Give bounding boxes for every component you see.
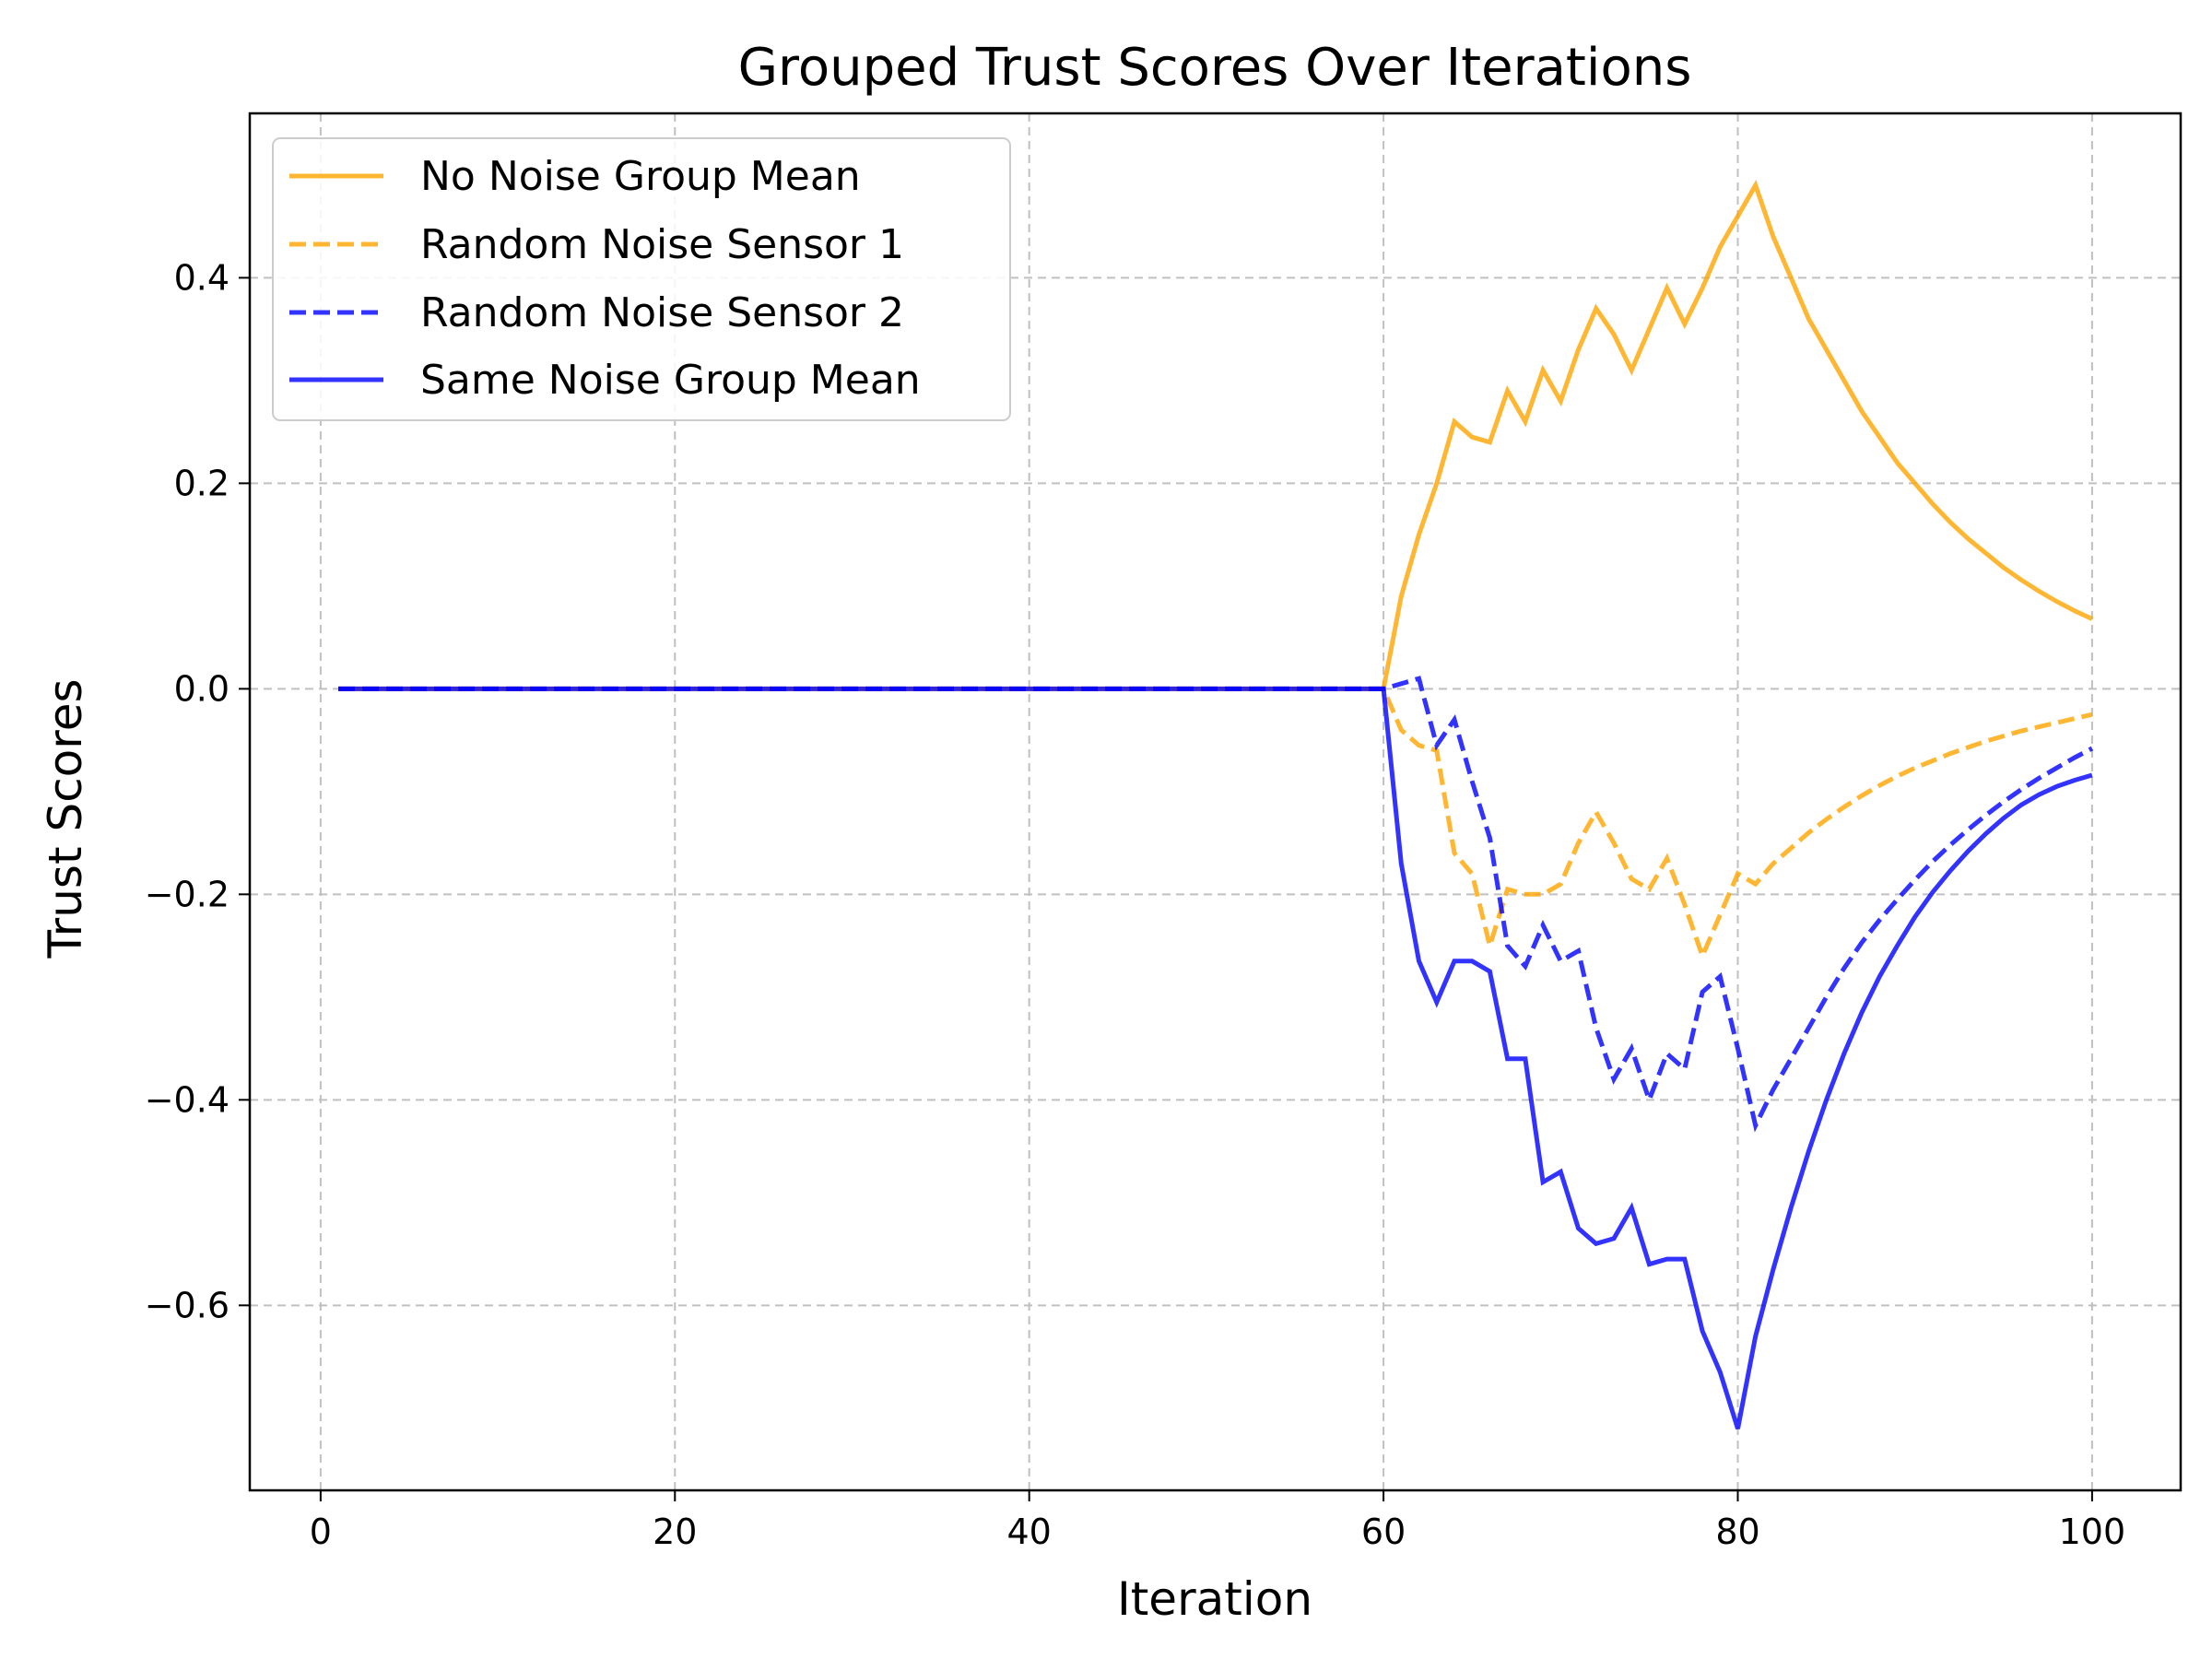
axis-ticks: 0 20 40 60 80 100 −0.6 −0.4 −0.2 0.0 0.2 0.4 [145, 257, 2125, 1552]
plot-frame [248, 112, 2183, 1492]
x-tick-label: 100 [2059, 1512, 2126, 1552]
legend: No Noise Group Mean Random Noise Sensor … [272, 137, 1011, 421]
x-tick-label: 20 [653, 1512, 697, 1552]
series-line-random-noise-sensor-2 [338, 676, 2094, 1133]
legend-label-same-noise-group-mean: Same Noise Group Mean [420, 357, 921, 404]
y-tick-label: −0.6 [145, 1285, 229, 1325]
y-tick-label: −0.4 [145, 1079, 229, 1120]
series-lines [338, 179, 2094, 1430]
y-tick-label: 0.4 [174, 257, 229, 298]
chart-title: Grouped Trust Scores Over Iterations [738, 38, 1692, 98]
x-tick-label: 80 [1715, 1512, 1759, 1552]
series-line-no-noise-group-mean [338, 179, 2093, 691]
y-tick-label: 0.2 [174, 463, 229, 503]
x-axis-label: Iteration [1117, 1572, 1312, 1626]
x-tick-label: 40 [1007, 1512, 1052, 1552]
x-tick-label: 60 [1361, 1512, 1406, 1552]
legend-label-random-noise-sensor-1: Random Noise Sensor 1 [420, 221, 904, 268]
y-tick-label: 0.0 [174, 668, 229, 709]
x-tick-label: 0 [310, 1512, 332, 1552]
series-line-random-noise-sensor-1 [338, 686, 2093, 963]
y-tick-label: −0.2 [145, 874, 229, 914]
series-line-same-noise-group-mean [338, 686, 2093, 1430]
y-axis-label: Trust Scores [39, 678, 92, 959]
legend-label-no-noise-group-mean: No Noise Group Mean [420, 153, 861, 200]
legend-box [272, 137, 1011, 421]
legend-label-random-noise-sensor-2: Random Noise Sensor 2 [420, 289, 904, 336]
